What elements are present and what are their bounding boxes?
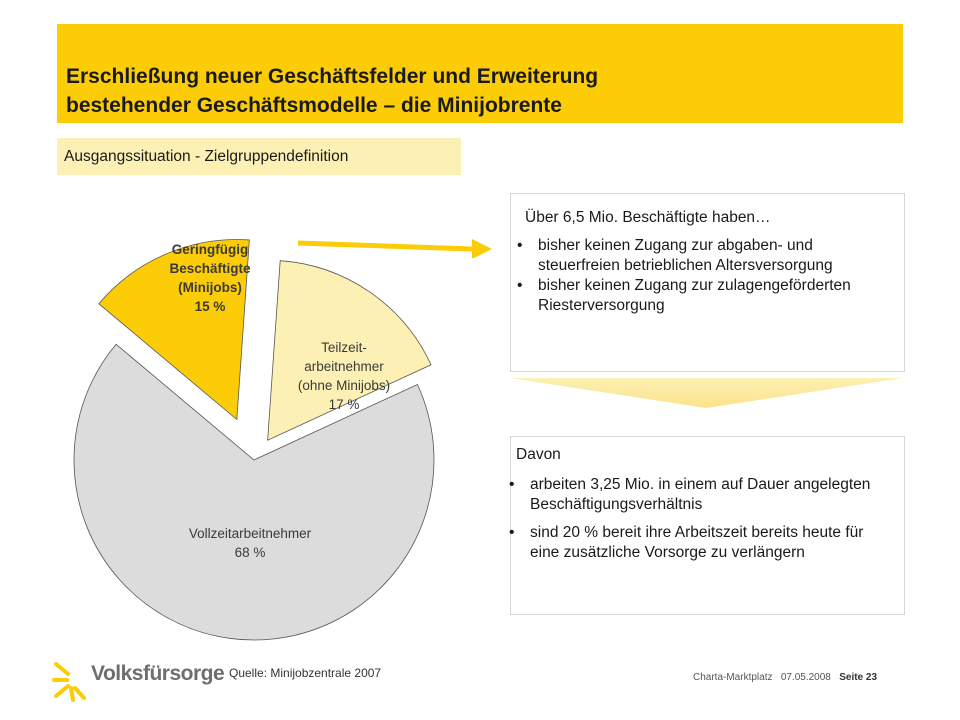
info-box-intro: Über 6,5 Mio. Beschäftigte haben… — [525, 209, 771, 226]
info-box-target-group: Über 6,5 Mio. Beschäftigte haben… • bishe… — [510, 193, 905, 372]
list-item-text: bisher keinen Zugang zur zulagengeförder… — [538, 277, 851, 314]
volksfuersorge-logo-icon — [52, 662, 86, 702]
subtitle: Ausgangssituation - Zielgruppendefinitio… — [64, 148, 349, 165]
page-title: Erschließung neuer Geschäftsfelder und E… — [66, 62, 886, 120]
slice-label-teilzeit-value: 17 % — [328, 397, 360, 412]
list-item: • bisher keinen Zugang zur abgaben- und s… — [511, 236, 891, 276]
list-item: • arbeiten 3,25 Mio. in einem auf Dauer a… — [503, 475, 893, 515]
pie-slice-teilzeit — [267, 260, 432, 441]
slice-label-teilzeit-line: arbeitnehmer — [304, 359, 384, 374]
bullet-list: • arbeiten 3,25 Mio. in einem auf Dauer a… — [503, 475, 893, 571]
pie-slice-minijobs — [98, 239, 250, 421]
title-line-1: Erschließung neuer Geschäftsfelder und E… — [66, 65, 599, 88]
page-number: Seite 23 — [839, 672, 878, 683]
bullet-icon: • — [517, 277, 523, 294]
logo-text: Volksfürsorge — [91, 662, 225, 685]
slice-label-vollzeit-value: 68 % — [234, 545, 266, 560]
slice-label-teilzeit-line: (ohne Minijobs) — [297, 378, 391, 393]
title-line-2: bestehender Geschäftsmodelle – die Minij… — [66, 94, 562, 117]
slice-label-minijobs-line: Geringfügig — [171, 242, 249, 257]
title-bar — [57, 24, 903, 123]
list-item-text: arbeiten 3,25 Mio. in einem auf Dauer an… — [530, 476, 871, 513]
list-item: • sind 20 % bereit ihre Arbeitszeit berei… — [503, 523, 893, 563]
slice-label-vollzeit-line: Vollzeitarbeitnehmer — [188, 526, 312, 541]
chevron-down-icon — [510, 378, 903, 408]
bullet-icon: • — [509, 476, 515, 493]
list-item-text: bisher keinen Zugang zur abgaben- und st… — [538, 237, 833, 274]
source-note: Quelle: Minijobzentrale 2007 — [229, 666, 382, 680]
bullet-icon: • — [509, 524, 515, 541]
arrow-right-icon — [297, 239, 492, 258]
info-box-intro: Davon — [516, 446, 561, 463]
footer-event: Charta-Marktplatz — [693, 672, 773, 683]
subtitle-box — [57, 138, 461, 175]
info-box-subgroup: Davon • arbeiten 3,25 Mio. in einem auf D… — [509, 436, 905, 615]
slice-label-minijobs-line: Beschäftigte — [169, 261, 251, 276]
slice-label-minijobs-line: (Minijobs) — [178, 280, 242, 295]
list-item-text: sind 20 % bereit ihre Arbeitszeit bereit… — [530, 524, 864, 561]
slice-label-teilzeit: Teilzeit- arbeitnehmer (ohne Minijobs) 1… — [272, 338, 416, 414]
footer-meta: Charta-Marktplatz 07.05.2008 Seite 23 — [693, 672, 877, 683]
slice-label-minijobs: Geringfügig Beschäftigte (Minijobs) 15 % — [140, 240, 280, 316]
bullet-icon: • — [517, 237, 523, 254]
slice-label-vollzeit: Vollzeitarbeitnehmer 68 % — [160, 524, 340, 562]
pie-slice-vollzeit — [73, 343, 435, 641]
list-item: • bisher keinen Zugang zur zulagengeförde… — [511, 276, 891, 316]
slice-label-teilzeit-line: Teilzeit- — [321, 340, 367, 355]
footer-date: 07.05.2008 — [780, 672, 831, 683]
slice-label-minijobs-value: 15 % — [194, 299, 226, 314]
bullet-list: • bisher keinen Zugang zur abgaben- und s… — [511, 236, 891, 316]
